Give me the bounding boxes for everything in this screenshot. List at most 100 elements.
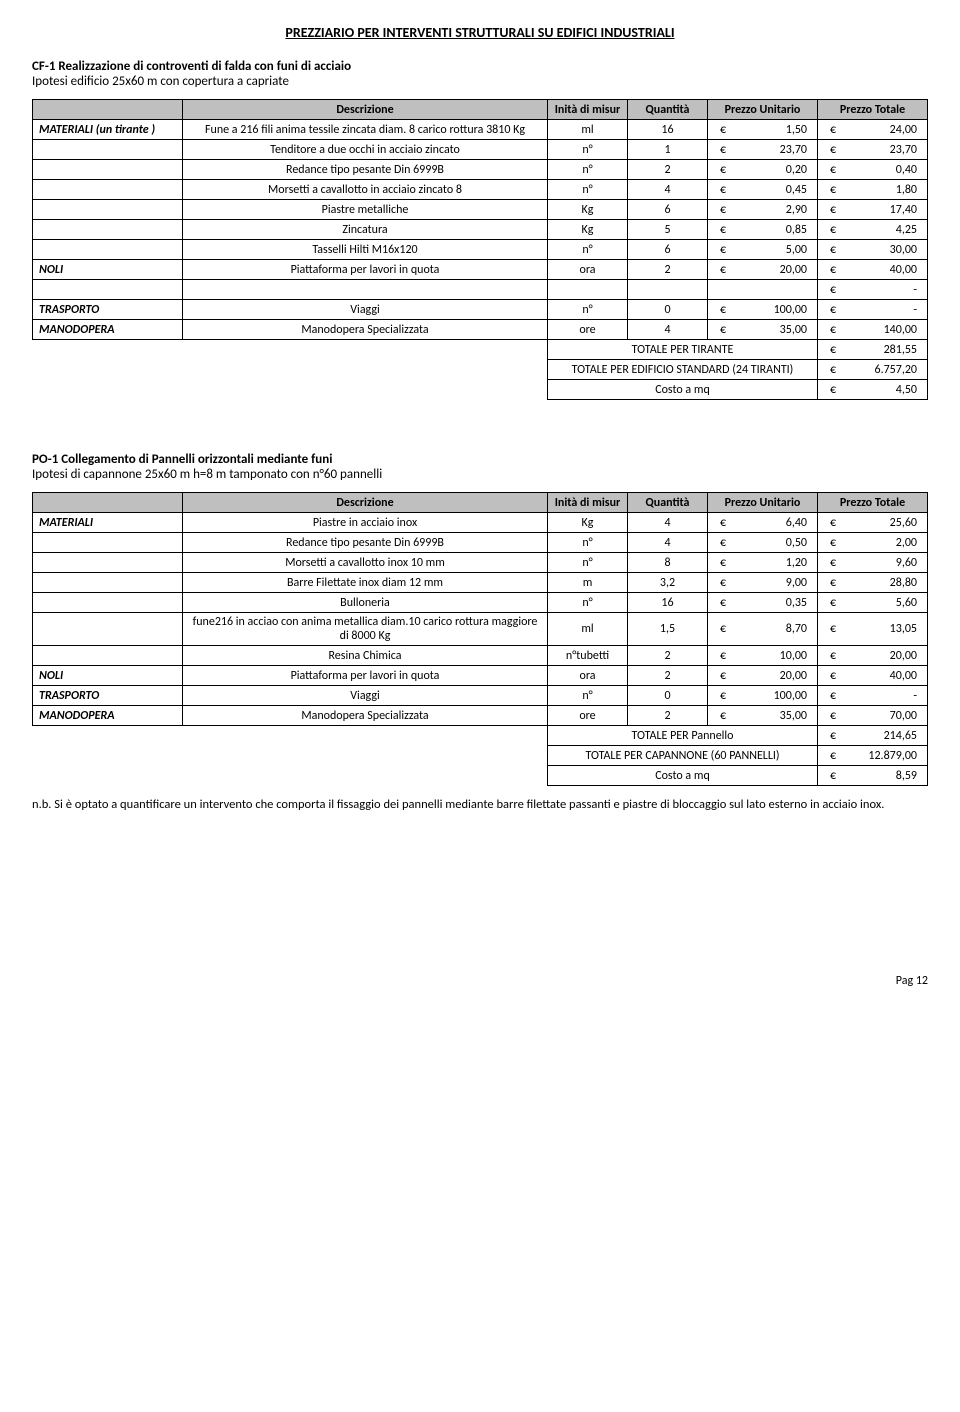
cell-price: €1,50 [708,120,818,140]
table-row: MATERIALIPiastre in acciaio inoxKg4€6,40… [33,513,928,533]
cell-category [33,553,183,573]
cell-qty: 6 [628,200,708,220]
cell-price: €10,00 [708,646,818,666]
cell-unit: n° [548,140,628,160]
cell-category: NOLI [33,666,183,686]
table-row: MANODOPERAManodopera Specializzataore2€3… [33,706,928,726]
section1-subheading: Ipotesi edificio 25x60 m con copertura a… [32,74,928,89]
cell-category: MANODOPERA [33,706,183,726]
cell-qty: 1,5 [628,613,708,646]
cell-price: €0,35 [708,593,818,613]
table-row: MATERIALI (un tirante )Fune a 216 fili a… [33,120,928,140]
cell-qty: 0 [628,300,708,320]
cell-total: €- [818,686,928,706]
cell-price: €6,40 [708,513,818,533]
cell-price: €0,20 [708,160,818,180]
col-descrizione: Descrizione [183,493,548,513]
table-row: Barre Filettate inox diam 12 mmm3,2€9,00… [33,573,928,593]
cell-total: €1,80 [818,180,928,200]
cell-qty: 5 [628,220,708,240]
cell-description: Viaggi [183,686,548,706]
cell-description: Piastre in acciaio inox [183,513,548,533]
cell-total: €40,00 [818,260,928,280]
section1-table: Descrizione Inità di misur Quantità Prez… [32,99,928,400]
summary-label: Costo a mq [548,380,818,400]
cell-description: Manodopera Specializzata [183,706,548,726]
cell-price: €23,70 [708,140,818,160]
cell-description: Piattaforma per lavori in quota [183,260,548,280]
cell-price: €0,50 [708,533,818,553]
cell-total: €- [818,280,928,300]
cell-total: €23,70 [818,140,928,160]
cell-unit: n° [548,180,628,200]
summary-total: €214,65 [818,726,928,746]
col-unita: Inità di misur [548,493,628,513]
cell-unit: n° [548,240,628,260]
summary-label: TOTALE PER Pannello [548,726,818,746]
summary-row: TOTALE PER EDIFICIO STANDARD (24 TIRANTI… [33,360,928,380]
cell-total: €9,60 [818,553,928,573]
cell-qty: 2 [628,646,708,666]
cell-category: MATERIALI (un tirante ) [33,120,183,140]
cell-total: €140,00 [818,320,928,340]
table-row: Tasselli Hilti M16x120n°6€5,00€30,00 [33,240,928,260]
cell-qty: 2 [628,160,708,180]
summary-total: €6.757,20 [818,360,928,380]
cell-description: Fune a 216 fili anima tessile zincata di… [183,120,548,140]
cell-qty: 4 [628,533,708,553]
cell-unit: n° [548,533,628,553]
cell-total: €0,40 [818,160,928,180]
cell-category: NOLI [33,260,183,280]
cell-category [33,220,183,240]
cell-category [33,533,183,553]
cell-total: €20,00 [818,646,928,666]
summary-row: Costo a mq€4,50 [33,380,928,400]
cell-price: €35,00 [708,320,818,340]
cell-price: €1,20 [708,553,818,573]
cell-unit: ml [548,120,628,140]
summary-total: €281,55 [818,340,928,360]
table-row: Redance tipo pesante Din 6999Bn°2€0,20€0… [33,160,928,180]
cell-qty: 2 [628,706,708,726]
table-row: Bullonerian°16€0,35€5,60 [33,593,928,613]
cell-description: Tasselli Hilti M16x120 [183,240,548,260]
cell-price: €0,85 [708,220,818,240]
table-row: Redance tipo pesante Din 6999Bn°4€0,50€2… [33,533,928,553]
cell-category [33,573,183,593]
col-unita: Inità di misur [548,100,628,120]
cell-description: Redance tipo pesante Din 6999B [183,160,548,180]
summary-label: TOTALE PER CAPANNONE (60 PANNELLI) [548,746,818,766]
table-row: NOLIPiattaforma per lavori in quotaora2€… [33,260,928,280]
cell-category [33,613,183,646]
summary-total: €4,50 [818,380,928,400]
col-prezzo-unitario: Prezzo Unitario [708,100,818,120]
cell-total: €2,00 [818,533,928,553]
cell-qty: 4 [628,180,708,200]
cell-unit: n° [548,553,628,573]
cell-total: €5,60 [818,593,928,613]
cell-total: €- [818,300,928,320]
cell-unit [548,280,628,300]
cell-description: Morsetti a cavallotto in acciaio zincato… [183,180,548,200]
cell-category [33,160,183,180]
cell-unit: n° [548,686,628,706]
cell-description: Tenditore a due occhi in acciaio zincato [183,140,548,160]
cell-total: €24,00 [818,120,928,140]
cell-total: €13,05 [818,613,928,646]
section1-heading: CF-1 Realizzazione di controventi di fal… [32,59,928,74]
cell-price: €0,45 [708,180,818,200]
col-prezzo-unitario: Prezzo Unitario [708,493,818,513]
cell-category: TRASPORTO [33,300,183,320]
cell-qty [628,280,708,300]
cell-unit: n° [548,593,628,613]
col-quantita: Quantità [628,493,708,513]
cell-unit: ora [548,666,628,686]
cell-qty: 4 [628,320,708,340]
col-quantita: Quantità [628,100,708,120]
cell-qty: 16 [628,593,708,613]
table-row: ZincaturaKg5€0,85€4,25 [33,220,928,240]
table-row: €- [33,280,928,300]
table-row: Morsetti a cavallotto in acciaio zincato… [33,180,928,200]
cell-total: €4,25 [818,220,928,240]
cell-description: Resina Chimica [183,646,548,666]
